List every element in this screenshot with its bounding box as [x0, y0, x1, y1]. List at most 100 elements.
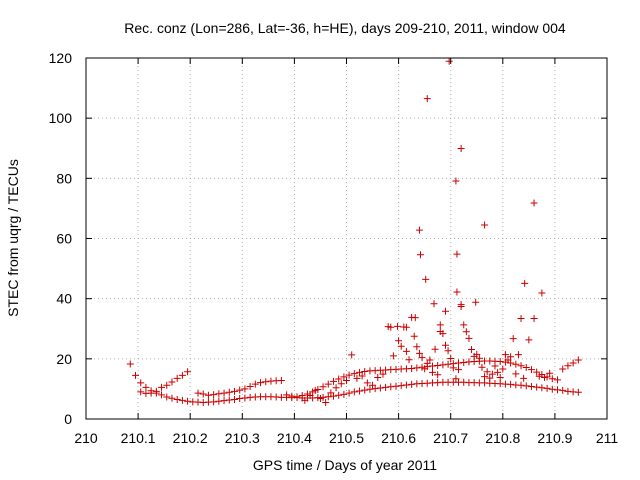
data-point — [194, 389, 202, 397]
data-point — [434, 371, 442, 379]
x-tick-label: 211 — [596, 430, 619, 446]
data-point — [251, 380, 259, 388]
grid-layer — [86, 58, 607, 419]
data-point — [430, 300, 438, 308]
data-point — [415, 226, 423, 234]
data-point — [481, 221, 489, 229]
data-point — [423, 95, 431, 103]
data-point — [293, 393, 301, 401]
data-point — [158, 391, 166, 399]
x-tick-label: 210.5 — [329, 430, 364, 446]
data-point — [569, 359, 577, 367]
data-point — [546, 369, 554, 377]
data-point — [453, 250, 461, 258]
data-point — [387, 323, 395, 331]
data-point — [397, 382, 405, 390]
y-tick-label: 60 — [56, 231, 72, 247]
data-point — [345, 389, 353, 397]
data-point — [538, 289, 546, 297]
data-point — [512, 360, 520, 368]
data-point — [564, 362, 572, 370]
data-point — [220, 389, 228, 397]
data-point — [168, 394, 176, 402]
data-point — [236, 386, 244, 394]
x-tick-label: 210.2 — [173, 430, 208, 446]
data-point — [356, 387, 364, 395]
data-point — [574, 356, 582, 364]
data-point — [147, 389, 155, 397]
data-point — [345, 371, 353, 379]
x-tick-label: 210.1 — [121, 430, 156, 446]
data-point — [548, 385, 556, 393]
data-point — [173, 374, 181, 382]
data-point — [210, 398, 218, 406]
data-point — [439, 361, 447, 369]
data-point — [361, 367, 369, 375]
data-point — [472, 298, 480, 306]
data-point — [220, 397, 228, 405]
data-point — [415, 349, 423, 357]
data-point — [455, 359, 463, 367]
data-point — [178, 371, 186, 379]
data-point — [361, 386, 369, 394]
data-point — [522, 382, 530, 390]
data-point — [411, 314, 419, 322]
data-point — [350, 370, 358, 378]
y-tick-label: 0 — [64, 411, 72, 427]
data-point — [241, 385, 249, 393]
data-point — [348, 351, 356, 359]
data-point — [389, 352, 397, 360]
data-point — [512, 370, 520, 378]
data-point — [540, 373, 548, 381]
data-point — [530, 315, 538, 323]
data-point — [395, 337, 403, 345]
data-point — [324, 380, 332, 388]
data-point — [392, 382, 400, 390]
data-point — [416, 251, 424, 259]
data-point — [465, 334, 473, 342]
data-point — [413, 364, 421, 372]
data-point — [444, 347, 452, 355]
data-point — [163, 381, 171, 389]
data-point — [301, 396, 309, 404]
data-point — [199, 390, 207, 398]
data-point — [441, 341, 449, 349]
data-point — [168, 378, 176, 386]
data-point — [298, 392, 306, 400]
y-tick-label: 40 — [56, 291, 72, 307]
data-point — [525, 336, 533, 344]
data-point — [408, 380, 416, 388]
data-point — [353, 374, 361, 382]
data-point — [369, 381, 377, 389]
data-point — [402, 347, 410, 355]
data-point — [358, 372, 366, 380]
data-point — [554, 376, 562, 384]
data-point — [478, 363, 486, 371]
data-point — [413, 343, 421, 351]
data-point — [436, 321, 444, 329]
data-point — [288, 392, 296, 400]
series-outliers — [394, 57, 546, 335]
data-point — [473, 350, 481, 358]
data-point — [527, 383, 535, 391]
data-point — [468, 346, 476, 354]
data-point — [340, 390, 348, 398]
data-point — [225, 396, 233, 404]
data-point — [230, 395, 238, 403]
data-point — [366, 385, 374, 393]
data-point — [204, 391, 212, 399]
data-point — [475, 354, 483, 362]
data-point — [535, 372, 543, 380]
data-point — [457, 302, 465, 310]
x-tick-label: 210.9 — [537, 430, 572, 446]
data-point — [449, 364, 457, 372]
data-point — [337, 380, 345, 388]
data-point — [452, 375, 460, 383]
data-point — [158, 383, 166, 391]
data-point — [436, 327, 444, 335]
x-tick-label: 210.6 — [381, 430, 416, 446]
data-point — [494, 368, 502, 376]
data-point — [215, 397, 223, 405]
data-point — [283, 391, 291, 399]
